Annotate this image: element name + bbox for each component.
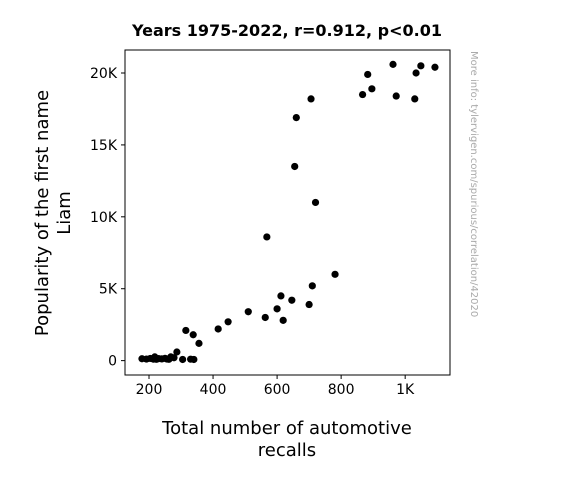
x-tick-label: 1K [396,382,415,398]
data-point [364,70,372,79]
data-point [182,326,190,335]
data-point [368,85,376,93]
data-point [291,162,299,171]
data-point [417,62,425,70]
y-axis-ticks: 0 5K 10K 15K 20K [90,66,125,370]
y-tick-label: 20K [90,66,118,82]
data-point [411,95,419,103]
y-axis-label-line-1: Popularity of the first name [32,90,53,336]
data-point [292,113,300,122]
x-axis-label-line-1: Total number of automotive [161,418,412,439]
x-tick-label: 600 [264,382,291,398]
data-point [179,355,187,364]
y-axis-label-line-2: Liam [54,191,75,235]
data-point [358,90,367,99]
data-point [311,198,320,207]
data-point [331,270,339,278]
y-tick-label: 5K [99,282,118,298]
data-point [392,92,400,100]
data-points [138,60,439,364]
data-point [389,60,397,68]
x-tick-label: 400 [200,382,227,398]
data-point [189,331,197,339]
x-axis-label-line-2: recalls [258,440,316,461]
data-point [431,63,439,71]
data-point [224,318,232,326]
watermark-text: More info: tylervigen.com/spurious/corre… [468,51,479,317]
data-point [279,316,287,324]
y-tick-label: 0 [108,354,117,370]
data-point [195,339,203,347]
data-point [412,69,420,77]
data-point [307,95,315,103]
data-point [305,300,313,309]
chart-title: Years 1975-2022, r=0.912, p<0.01 [131,21,442,40]
data-point [288,296,296,304]
x-tick-label: 800 [328,382,355,398]
y-tick-label: 10K [90,210,118,226]
data-point [170,354,178,362]
data-point [277,292,285,300]
plot-area-frame [124,49,451,376]
x-tick-label: 200 [136,382,163,398]
data-point [214,325,222,333]
y-tick-label: 15K [90,138,118,154]
data-point [273,305,281,313]
data-point [261,313,269,322]
x-axis-ticks: 200 400 600 800 1K [136,375,415,398]
data-point [190,355,198,364]
data-point [244,308,252,316]
data-point [308,282,316,290]
data-point [263,233,271,241]
data-point [173,348,181,356]
